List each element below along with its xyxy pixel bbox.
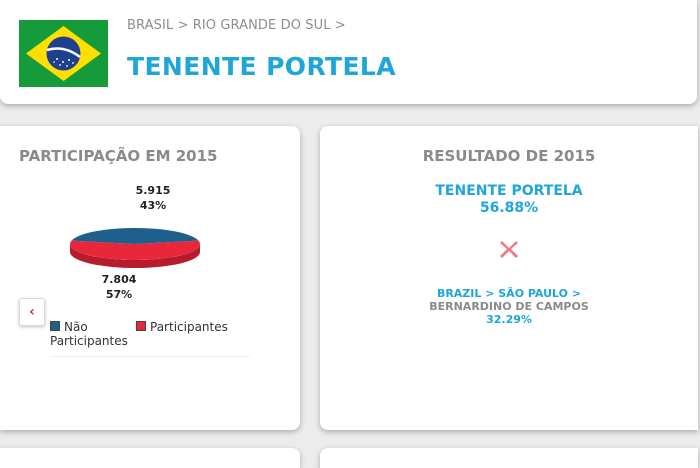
- legend-item-nao-participantes[interactable]: Não Participantes: [50, 320, 140, 348]
- participation-title: PARTICIPAÇÃO EM 2015: [19, 147, 218, 165]
- result-card: RESULTADO DE 2015 TENENTE PORTELA 56.88%…: [320, 126, 698, 430]
- result-percent-primary: 56.88%: [479, 200, 539, 216]
- chart-divider: [50, 356, 250, 357]
- pie-percent-nao-participantes: 43%: [139, 199, 167, 212]
- legend-swatch: [50, 321, 60, 331]
- legend-swatch: [136, 321, 146, 331]
- result-city-primary: TENENTE PORTELA: [435, 183, 583, 199]
- bottom-right-card: [320, 448, 698, 468]
- participation-card: PARTICIPAÇÃO EM 2015 5.915 43% 7.804 57%…: [0, 126, 300, 430]
- result-percent-secondary: 32.29%: [486, 313, 532, 326]
- pie-slice-nao-participantes: [71, 228, 199, 244]
- pie-percent-participantes: 57%: [105, 288, 133, 301]
- x-icon: [500, 241, 518, 258]
- previous-button[interactable]: ‹: [19, 298, 45, 326]
- pie-label-nao-participantes: 5.915 43%: [128, 183, 178, 213]
- bottom-left-card: [0, 448, 300, 468]
- legend-label: Não Participantes: [50, 320, 128, 348]
- header-card: BRASIL > RIO GRANDE DO SUL > TENENTE POR…: [0, 0, 697, 104]
- brazil-flag-icon: [19, 20, 108, 87]
- pie-label-participantes: 7.804 57%: [94, 272, 144, 302]
- legend-label: Participantes: [150, 320, 228, 334]
- result-breadcrumb-secondary[interactable]: BRAZIL > SÃO PAULO >: [436, 287, 582, 300]
- pie-slice-side: [70, 244, 200, 268]
- breadcrumb[interactable]: BRASIL > RIO GRANDE DO SUL >: [127, 18, 346, 33]
- legend-item-participantes[interactable]: Participantes: [136, 320, 276, 334]
- result-title: RESULTADO DE 2015: [422, 147, 596, 165]
- participation-pie-chart: [69, 228, 200, 268]
- result-city-secondary: BERNARDINO DE CAMPOS: [429, 300, 589, 313]
- chevron-left-icon: ‹: [29, 304, 35, 320]
- pie-value-participantes: 7.804: [101, 273, 137, 286]
- page-title: TENENTE PORTELA: [127, 52, 397, 81]
- pie-slice-participantes: [69, 240, 200, 260]
- pie-value-nao-participantes: 5.915: [135, 184, 171, 197]
